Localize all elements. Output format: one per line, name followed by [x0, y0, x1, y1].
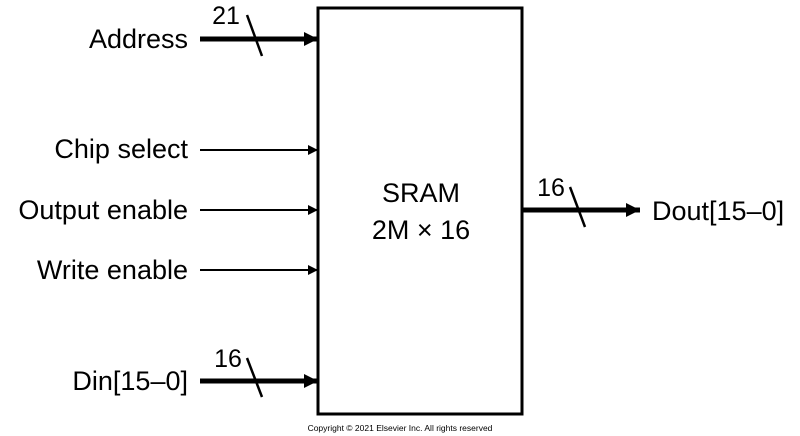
address-label: Address — [89, 24, 188, 54]
din-bus-slash — [245, 357, 264, 398]
sram-block-size: 2M × 16 — [372, 215, 470, 245]
din-label: Din[15–0] — [72, 366, 188, 396]
dout-bus-width: 16 — [537, 174, 565, 202]
chip-select-label: Chip select — [54, 134, 188, 164]
copyright-notice: Copyright © 2021 Elsevier Inc. All right… — [308, 423, 493, 433]
dout-label: Dout[15–0] — [652, 196, 784, 226]
address-bus-slash — [245, 14, 264, 57]
write-enable-label: Write enable — [37, 255, 188, 285]
din-bus-width: 16 — [214, 345, 242, 373]
output-enable-label: Output enable — [18, 195, 188, 225]
sram-block-name: SRAM — [382, 178, 460, 208]
sram-block — [316, 6, 524, 416]
address-bus-width: 21 — [212, 2, 240, 30]
dout-bus-slash — [568, 186, 587, 228]
